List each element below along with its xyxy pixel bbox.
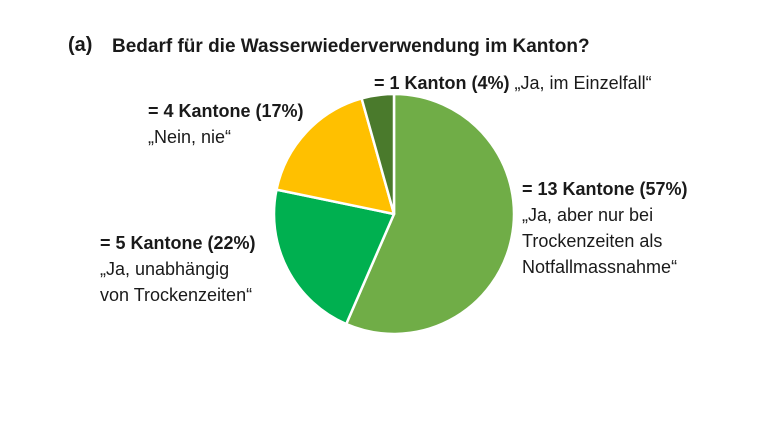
slice-text-line: Notfallmassnahme“ (522, 257, 678, 277)
slice-text-line: „Ja, unabhängig (100, 259, 230, 279)
pie-slice-4 (275, 97, 396, 216)
slice-text-line: „Nein, nie“ (148, 127, 232, 147)
slice-count-label: = 4 Kantone (17%) (148, 101, 304, 121)
slice-text-line: „Ja, aber nur bei (522, 205, 654, 225)
slice-text-line: „Ja, im Einzelfall“ (514, 73, 652, 93)
slice-label-13: = 13 Kantone (57%) „Ja, aber nur bei Tro… (522, 176, 688, 280)
slice-text-line: Trockenzeiten als (522, 231, 663, 251)
slice-text-line: von Trockenzeiten“ (100, 285, 253, 305)
chart-title: Bedarf für die Wasserwiederverwendung im… (112, 36, 590, 57)
slice-count-label: = 13 Kantone (57%) (522, 179, 688, 199)
pie-slice-1 (360, 92, 396, 216)
pie-slice-5 (272, 188, 396, 326)
pie-slice-13 (344, 92, 516, 336)
slice-label-5: = 5 Kantone (22%) „Ja, unabhängig von Tr… (100, 230, 256, 308)
slice-label-4: = 4 Kantone (17%) „Nein, nie“ (148, 98, 304, 150)
slice-count-label: = 5 Kantone (22%) (100, 233, 256, 253)
slice-label-1: = 1 Kanton (4%) „Ja, im Einzelfall“ (374, 70, 652, 96)
panel-letter: (a) (68, 34, 93, 56)
slice-count-label: = 1 Kanton (4%) (374, 73, 510, 93)
